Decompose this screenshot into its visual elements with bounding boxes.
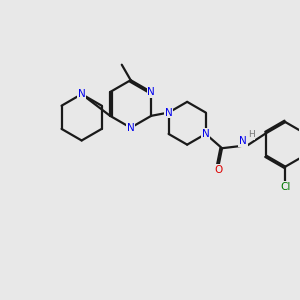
Text: N: N xyxy=(147,87,155,97)
Text: N: N xyxy=(127,123,135,133)
Text: N: N xyxy=(165,108,172,118)
Text: N: N xyxy=(202,129,210,139)
Text: O: O xyxy=(214,165,223,175)
Text: Cl: Cl xyxy=(280,182,290,192)
Text: H: H xyxy=(248,130,254,139)
Text: N: N xyxy=(239,136,247,146)
Text: N: N xyxy=(78,89,86,99)
